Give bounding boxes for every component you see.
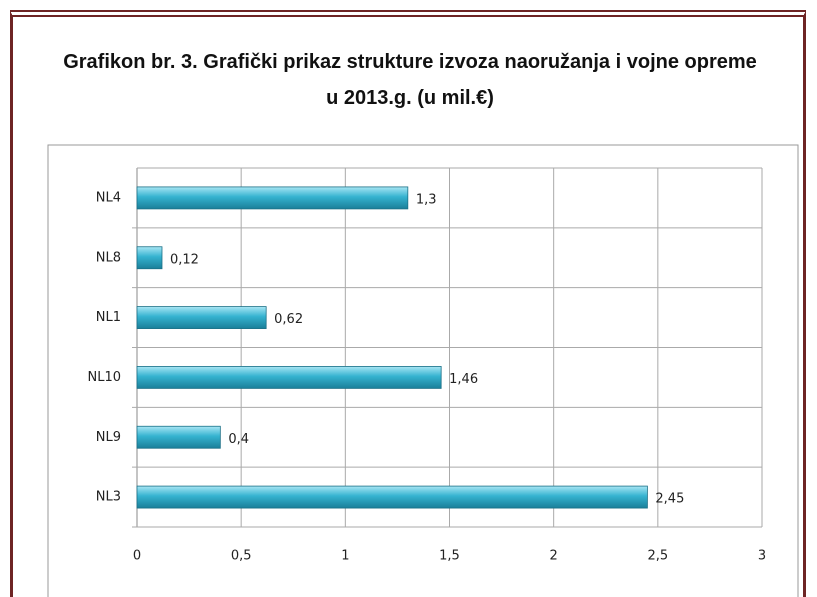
value-label: 0,62 [274, 312, 303, 327]
y-tick-label: NL3 [96, 490, 121, 505]
y-tick-label: NL1 [96, 310, 121, 325]
y-tick-label: NL8 [96, 250, 121, 265]
y-tick-label: NL10 [87, 370, 121, 385]
x-tick-label: 2 [550, 549, 558, 564]
chart-title: Grafikon br. 3. Grafički prikaz struktur… [63, 51, 757, 109]
bar [136, 425, 221, 449]
bar [136, 306, 267, 329]
value-label: 1,46 [449, 372, 478, 387]
value-label: 0,4 [228, 432, 249, 447]
x-tick-label: 3 [758, 549, 766, 564]
bar [136, 485, 648, 509]
x-tick-label: 0,5 [231, 549, 252, 564]
value-label: 1,3 [416, 192, 437, 207]
x-tick-label: 1 [341, 549, 349, 564]
bar [136, 366, 442, 389]
x-tick-label: 0 [133, 549, 141, 564]
bar [136, 246, 163, 270]
y-tick-label: NL9 [96, 430, 121, 445]
bar [136, 186, 409, 210]
value-label: 2,45 [655, 492, 684, 507]
y-tick-label: NL4 [96, 190, 121, 205]
frame [10, 10, 806, 597]
x-tick-label: 2,5 [647, 549, 668, 564]
value-label: 0,12 [170, 252, 199, 267]
x-tick-label: 1,5 [439, 549, 460, 564]
